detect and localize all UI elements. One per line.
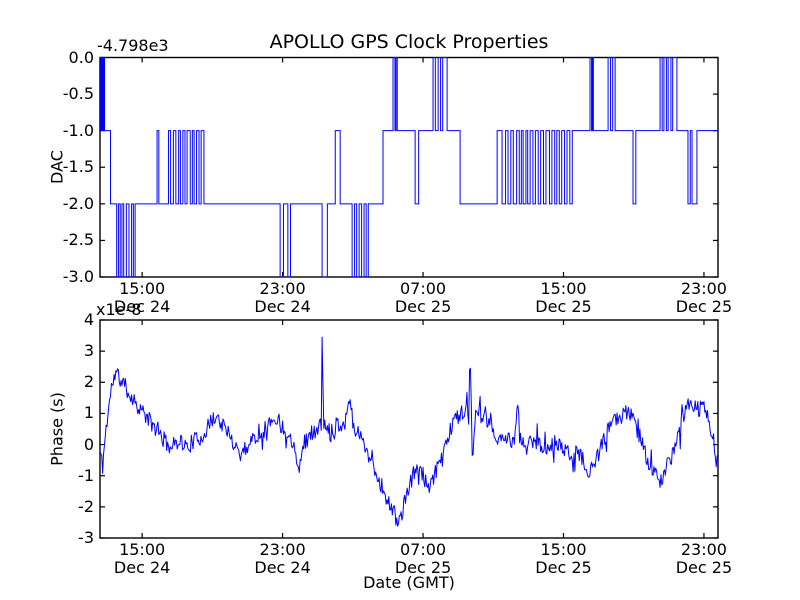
xtick-time: 23:00 bbox=[680, 540, 727, 559]
bottom-plot-ytick-label: -1 bbox=[78, 465, 94, 485]
top-plot-ytick-label: -1.5 bbox=[62, 157, 94, 177]
xtick-date: Dec 24 bbox=[254, 557, 311, 577]
bottom-plot-ytick-label: 0 bbox=[83, 434, 94, 454]
bottom-plot-ytick-label: -2 bbox=[78, 496, 94, 516]
bottom-plot-ytick-label: 2 bbox=[83, 372, 94, 392]
top-plot-xtick-label: 15:00 Dec 24 bbox=[97, 280, 187, 315]
bottom-plot-ytick-label: -3 bbox=[78, 528, 94, 547]
top-plot-ytick-label: -2.5 bbox=[62, 230, 94, 250]
bottom-plot-xtick-label: 15:00 Dec 24 bbox=[97, 541, 187, 576]
xtick-time: 23:00 bbox=[259, 279, 306, 298]
top-plot-y-offset-label: -4.798e3 bbox=[97, 36, 169, 55]
xtick-date: Dec 25 bbox=[535, 557, 592, 577]
top-plot-xtick-label: 15:00 Dec 25 bbox=[519, 280, 609, 315]
bottom-plot-ytick-label: 1 bbox=[83, 403, 94, 423]
bottom-plot-xtick-label: 23:00 Dec 24 bbox=[238, 541, 328, 576]
bottom-plot-xtick-label: 15:00 Dec 25 bbox=[519, 541, 609, 576]
xtick-date: Dec 25 bbox=[675, 557, 733, 577]
phase-noise-line bbox=[99, 336, 719, 527]
dac-step-line bbox=[100, 57, 718, 278]
xtick-time: 15:00 bbox=[119, 279, 166, 298]
top-plot-ytick-label: -1.0 bbox=[62, 120, 94, 140]
xtick-time: 15:00 bbox=[540, 540, 587, 559]
xtick-time: 23:00 bbox=[259, 540, 306, 559]
xtick-date: Dec 25 bbox=[535, 296, 592, 316]
xtick-time: 15:00 bbox=[540, 279, 587, 298]
bottom-plot-spines bbox=[99, 319, 719, 539]
bottom-plot-y-multiplier-label: x1e-8 bbox=[96, 300, 142, 319]
top-plot-xtick-label: 23:00 Dec 24 bbox=[238, 280, 328, 315]
top-plot-ytick-label: -0.5 bbox=[62, 84, 94, 104]
xtick-time: 15:00 bbox=[119, 540, 166, 559]
xtick-time: 07:00 bbox=[399, 540, 447, 559]
xtick-date: Dec 25 bbox=[394, 296, 452, 316]
top-plot-xtick-label: 23:00 Dec 25 bbox=[659, 280, 749, 315]
bottom-plot-ytick-label: 4 bbox=[83, 310, 94, 329]
bottom-plot-xtick-label: 23:00 Dec 25 bbox=[659, 541, 749, 576]
xtick-date: Dec 24 bbox=[113, 296, 171, 316]
top-plot-xtick-label: 07:00 Dec 25 bbox=[378, 280, 468, 315]
chart-title: APOLLO GPS Clock Properties bbox=[269, 31, 549, 53]
xtick-time: 07:00 bbox=[399, 279, 447, 298]
xtick-date: Dec 25 bbox=[394, 557, 452, 577]
top-plot-ytick-label: -3.0 bbox=[62, 267, 94, 286]
bottom-plot-xlabel: Date (GMT) bbox=[363, 573, 455, 592]
top-plot-ytick-label: 0.0 bbox=[68, 47, 94, 67]
xtick-date: Dec 25 bbox=[675, 296, 733, 316]
bottom-plot-xtick-label: 07:00 Dec 25 bbox=[378, 541, 468, 576]
xtick-date: Dec 24 bbox=[113, 557, 171, 577]
bottom-plot-ytick-label: 3 bbox=[83, 341, 94, 361]
xtick-time: 23:00 bbox=[680, 279, 727, 298]
xtick-date: Dec 24 bbox=[254, 296, 311, 316]
top-plot-ytick-label: -2.0 bbox=[62, 193, 94, 213]
